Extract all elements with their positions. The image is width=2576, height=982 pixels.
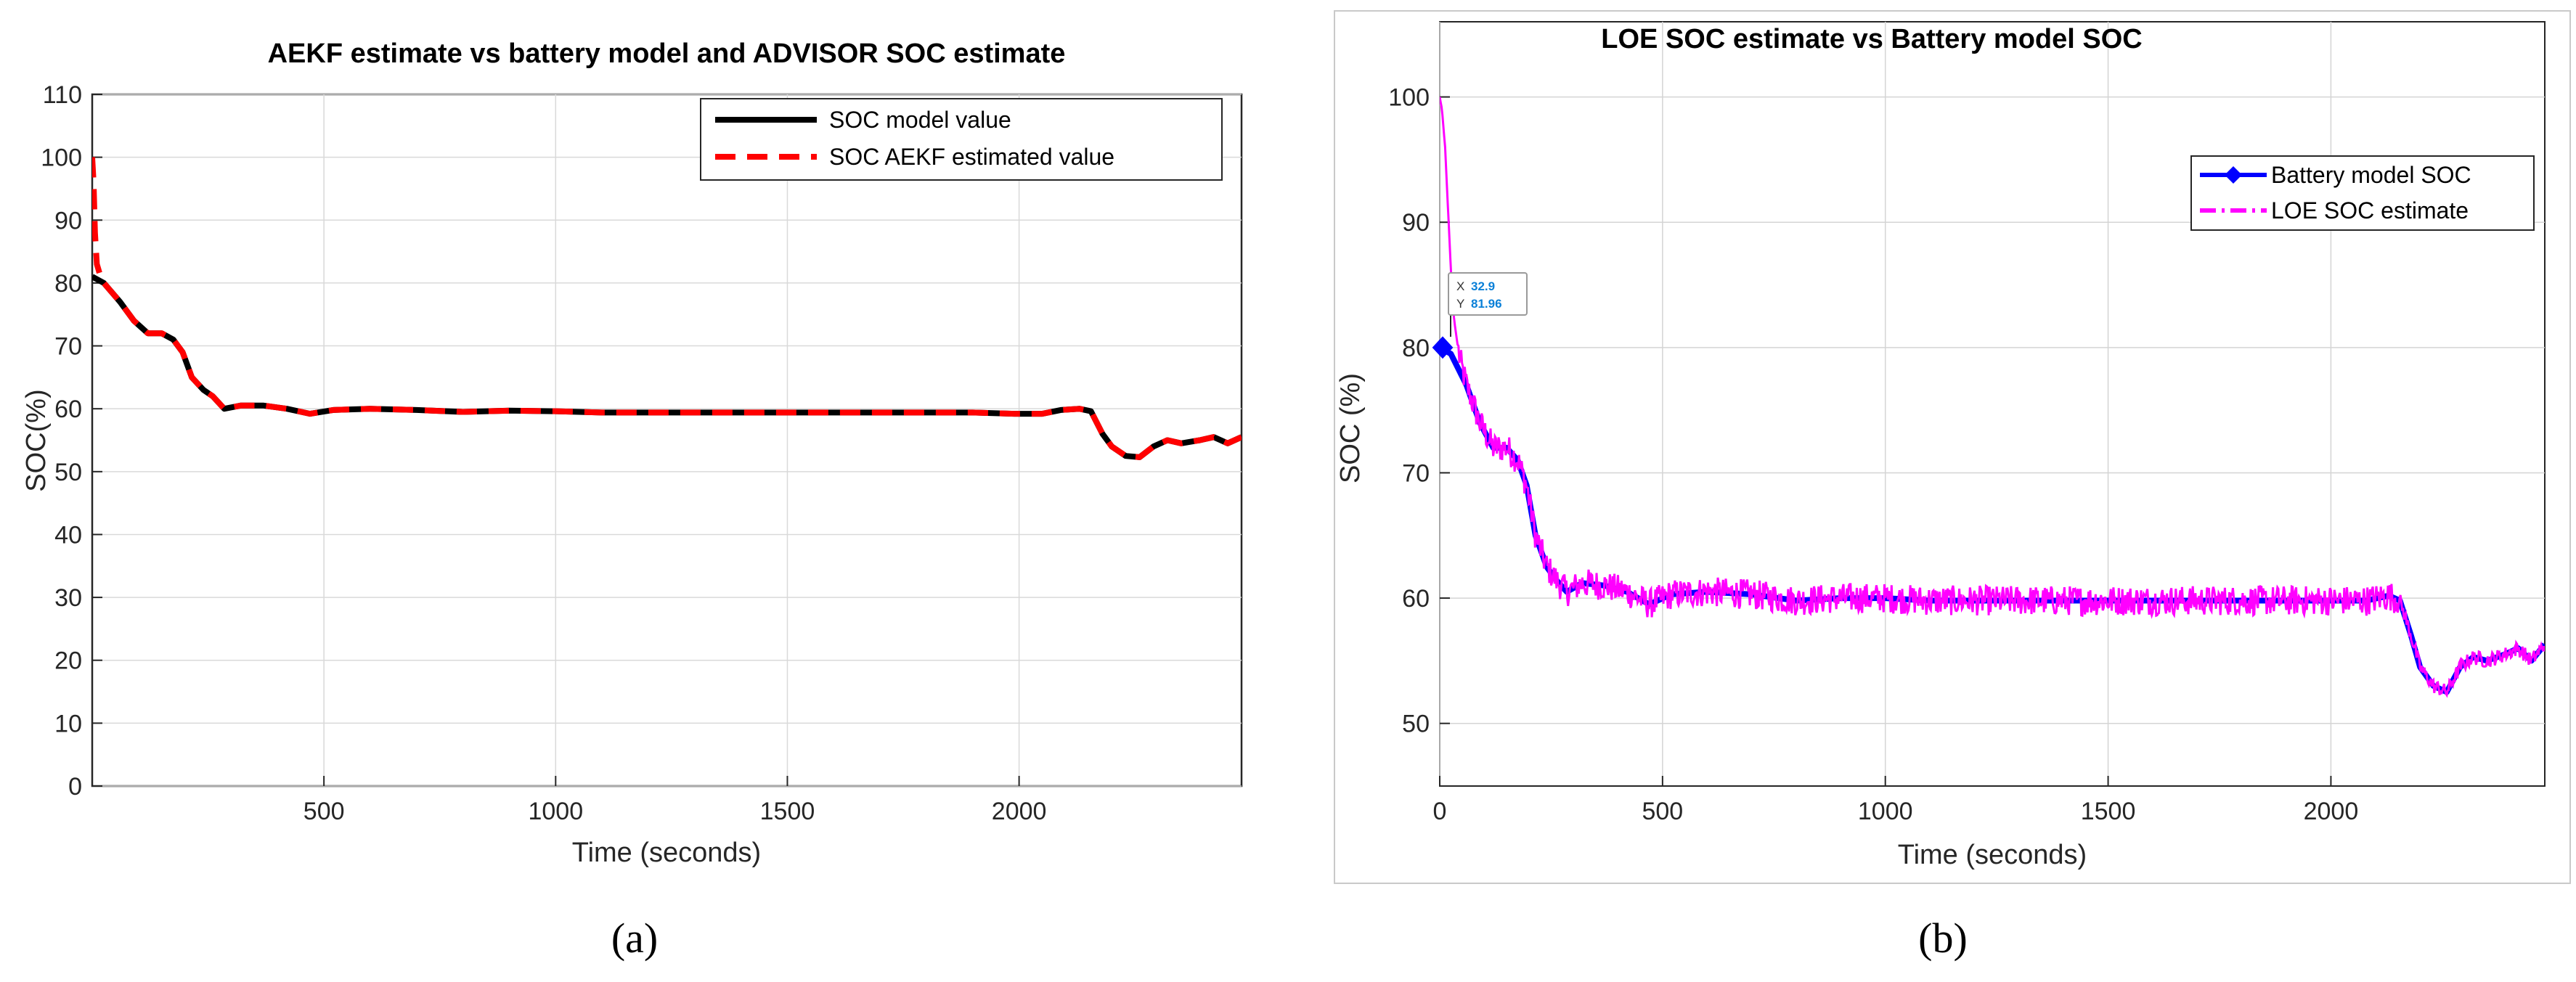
chart-a-legend-box xyxy=(700,98,1223,181)
caption-b: (b) xyxy=(1918,915,1968,962)
chart-b-series-loe-estimate xyxy=(1440,97,2545,698)
y-tick-label: 80 xyxy=(1402,335,1430,362)
y-tick-label: 50 xyxy=(54,459,82,486)
caption-a: (a) xyxy=(611,915,658,962)
chart-b-plot-area xyxy=(1439,21,2546,787)
y-tick-label: 100 xyxy=(41,144,82,172)
x-tick-label: 2000 xyxy=(992,798,1047,825)
chart-b-datatip-y-label: Y xyxy=(1456,297,1464,311)
y-tick-label: 10 xyxy=(54,710,82,737)
chart-a-title: AEKF estimate vs battery model and ADVIS… xyxy=(268,38,1066,69)
chart-b-x-ticks: 0 500 1000 1500 2000 xyxy=(1433,776,2359,825)
chart-a-legend: SOC model value SOC AEKF estimated value xyxy=(700,98,1223,181)
chart-b-grid xyxy=(1439,22,2545,786)
y-tick-label: 70 xyxy=(54,333,82,361)
chart-a-legend-label-aekf: SOC AEKF estimated value xyxy=(829,144,1114,170)
chart-b-legend-label-loe: LOE SOC estimate xyxy=(2271,197,2469,224)
chart-b-ylabel: SOC (%) xyxy=(1335,373,1366,483)
chart-a-legend-label-model: SOC model value xyxy=(829,107,1011,133)
chart-b-legend: Battery model SOC LOE SOC estimate xyxy=(2190,155,2535,231)
y-tick-label: 70 xyxy=(1402,459,1430,487)
chart-a-series-soc-aekf xyxy=(92,157,1242,460)
y-tick-label: 110 xyxy=(43,81,82,109)
chart-b-frame xyxy=(1334,10,2571,884)
y-tick-label: 90 xyxy=(1402,209,1430,237)
chart-b-legend-label-battery: Battery model SOC xyxy=(2271,162,2471,188)
chart-b-series-battery-model-marker xyxy=(1432,336,1454,359)
chart-a-xlabel: Time (seconds) xyxy=(572,838,761,868)
chart-b-xlabel: Time (seconds) xyxy=(1898,840,2087,870)
x-tick-label: 1000 xyxy=(528,798,583,825)
y-tick-label: 50 xyxy=(1402,711,1430,738)
y-tick-label: 30 xyxy=(54,584,82,612)
y-tick-label: 100 xyxy=(1388,84,1430,112)
x-tick-label: 0 xyxy=(1433,798,1447,825)
chart-a-grid xyxy=(92,94,1242,787)
y-tick-label: 90 xyxy=(54,207,82,234)
chart-a-x-ticks: 500 1000 1500 2000 xyxy=(303,776,1047,825)
x-tick-label: 1500 xyxy=(2081,798,2136,825)
x-tick-label: 1000 xyxy=(1858,798,1913,825)
y-tick-label: 60 xyxy=(54,396,82,423)
x-tick-label: 500 xyxy=(303,798,345,825)
y-tick-label: 60 xyxy=(1402,585,1430,613)
y-tick-label: 20 xyxy=(54,647,82,675)
chart-b-legend-box xyxy=(2190,155,2535,231)
chart-a-y-ticks: 0 10 20 30 40 50 60 70 80 90 100 110 xyxy=(41,81,102,801)
chart-b-datatip-y-value: 81.96 xyxy=(1471,297,1502,311)
x-tick-label: 500 xyxy=(1642,798,1683,825)
chart-b: 50 60 70 80 90 100 0 500 1000 1500 2000 LOE SOC e… xyxy=(1334,10,2571,962)
chart-b-datatip-box xyxy=(1448,272,1528,316)
chart-b-datatip: X 32.9 Y 81.96 xyxy=(1448,272,1528,337)
y-tick-label: 80 xyxy=(54,270,82,298)
chart-b-title: LOE SOC estimate vs Battery model SOC xyxy=(1601,24,2142,54)
y-tick-label: 0 xyxy=(68,773,82,801)
chart-b-datatip-x-value: 32.9 xyxy=(1471,279,1495,293)
x-tick-label: 1500 xyxy=(760,798,815,825)
chart-b-y-ticks: 50 60 70 80 90 100 xyxy=(1388,84,1450,738)
chart-b-datatip-x-label: X xyxy=(1456,279,1464,293)
chart-a: 0 10 20 30 40 50 60 70 80 90 100 110 500 1000 1500 200… xyxy=(21,38,1243,962)
chart-a-ylabel: SOC(%) xyxy=(21,389,52,491)
x-tick-label: 2000 xyxy=(2304,798,2359,825)
chart-b-legend-marker-battery xyxy=(2225,166,2242,184)
y-tick-label: 40 xyxy=(54,521,82,549)
chart-a-plot-area xyxy=(91,93,1243,787)
